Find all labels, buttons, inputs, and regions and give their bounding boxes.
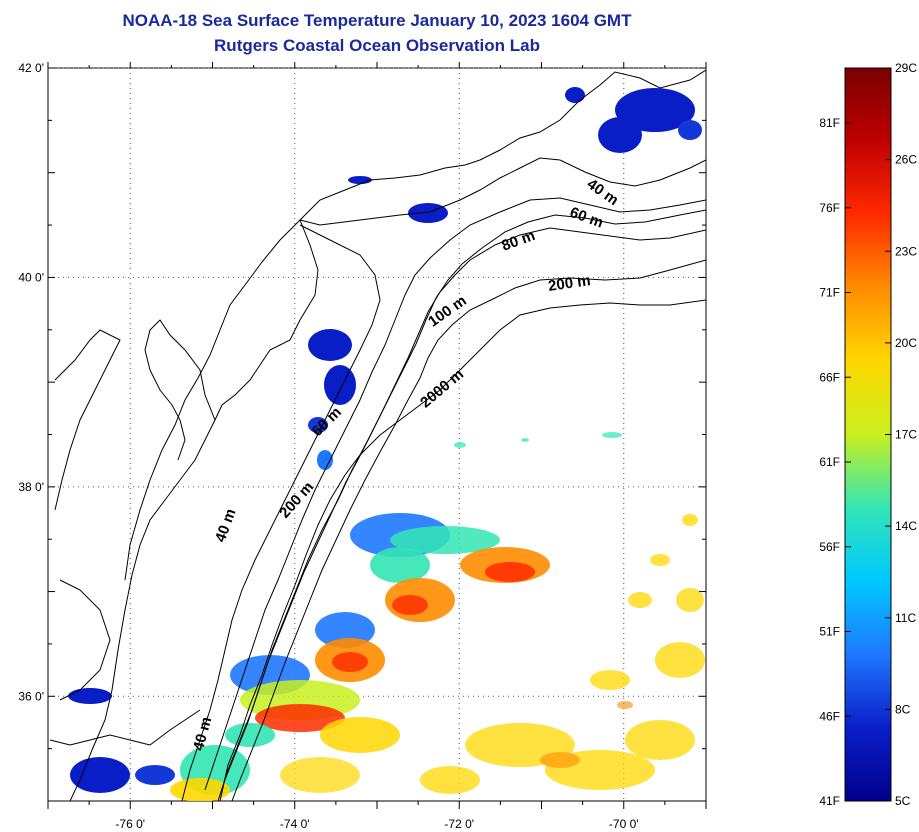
colorbar-celsius-label: 26C (895, 153, 917, 167)
colorbar-celsius-label: 5C (895, 794, 911, 808)
map-subtitle: Rutgers Coastal Ocean Observation Lab (214, 36, 540, 55)
axis-ticks: 42 0' 40 0' 38 0' 36 0' -76 0' -74 0' -72 0' -7… (18, 61, 707, 831)
isobaths (204, 197, 706, 801)
sst-data-layer (68, 87, 705, 801)
lon-tick-label: -70 0' (609, 817, 639, 831)
colorbar-fahrenheit-label: 51F (819, 625, 840, 639)
lon-tick-label: -72 0' (444, 817, 474, 831)
sst-gulf-stream (170, 513, 550, 801)
lat-tick-label: 38 0' (18, 480, 44, 494)
map-title: NOAA-18 Sea Surface Temperature January … (122, 11, 632, 30)
lat-tick-label: 40 0' (18, 270, 44, 284)
colorbar-celsius-label: 17C (895, 428, 917, 442)
colorbar-fahrenheit-label: 71F (819, 286, 840, 300)
sst-patch-ct (348, 176, 372, 184)
lat-tick-label: 36 0' (18, 689, 44, 703)
colorbar-celsius-label: 8C (895, 702, 911, 716)
sst-patch-chesapeake (68, 688, 112, 704)
colorbar-fahrenheit-label: 76F (819, 201, 840, 215)
lon-tick-label: -76 0' (115, 817, 145, 831)
sst-patch-shelf (317, 450, 333, 470)
sst-patch-gulf-of-maine (565, 87, 702, 153)
sst-offshore-scatter (420, 514, 705, 794)
colorbar: 29C 26C 23C 20C 17C 14C 11C 8C 5C 81F 76F 71F 66F 61F… (819, 61, 917, 808)
colorbar-celsius-label: 14C (895, 519, 917, 533)
colorbar-fahrenheit-label: 56F (819, 540, 840, 554)
colorbar-celsius-label: 23C (895, 244, 917, 258)
isobath-label: 200 m (547, 272, 591, 295)
colorbar-fahrenheit-label: 46F (819, 709, 840, 723)
colorbar-fahrenheit-label: 61F (819, 455, 840, 469)
colorbar-celsius-label: 11C (895, 611, 916, 625)
colorbar-celsius-label: 29C (895, 61, 917, 75)
coastline (49, 69, 706, 801)
colorbar-fahrenheit-label: 81F (819, 116, 840, 130)
colorbar-fahrenheit-label: 41F (819, 794, 840, 808)
colorbar-scale (844, 67, 892, 802)
colorbar-celsius-label: 20C (895, 336, 917, 350)
sst-patch-pamlico (70, 757, 130, 793)
lat-tick-label: 42 0' (18, 61, 44, 75)
lon-tick-label: -74 0' (280, 817, 310, 831)
sst-patch-long-island (408, 203, 448, 223)
colorbar-fahrenheit-label: 66F (819, 370, 840, 384)
